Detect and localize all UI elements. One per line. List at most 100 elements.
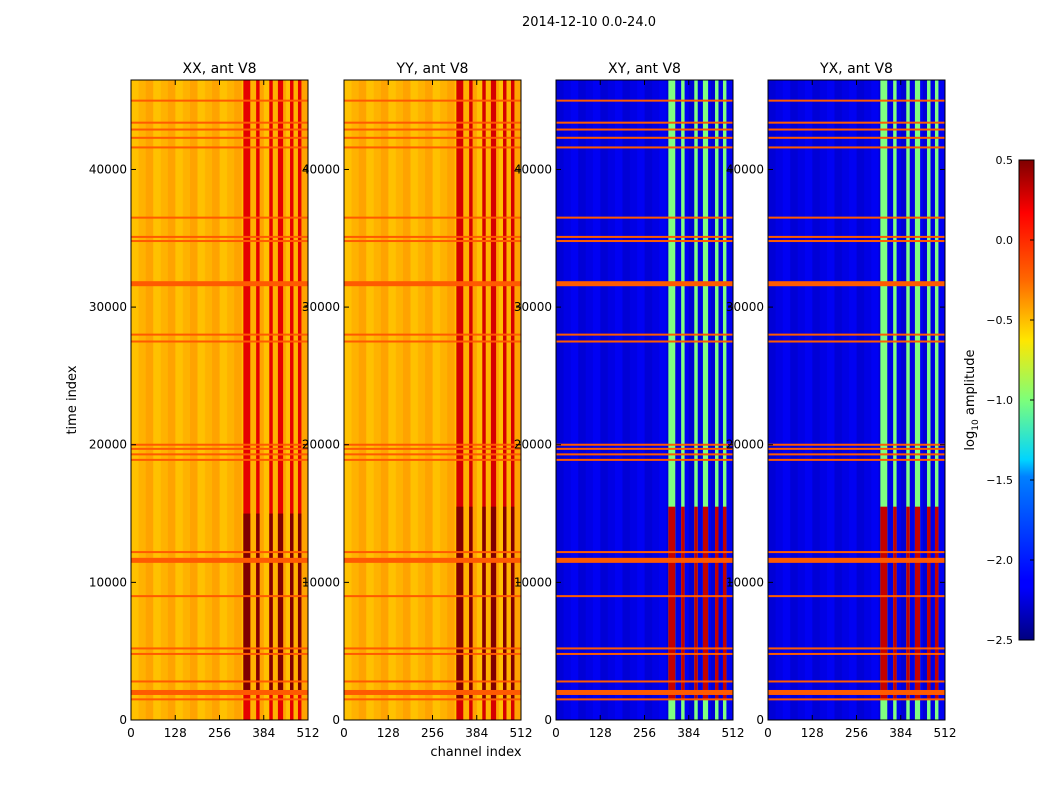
flagged-row bbox=[768, 216, 945, 219]
flagged-row bbox=[344, 595, 521, 598]
rfi-band bbox=[243, 80, 251, 720]
rfi-burst bbox=[681, 506, 685, 700]
flagged-row bbox=[556, 647, 733, 650]
flagged-row bbox=[344, 652, 521, 655]
flagged-row bbox=[556, 453, 733, 456]
channel-stripe bbox=[138, 80, 147, 720]
x-tick-label: 128 bbox=[589, 726, 612, 740]
y-tick-label: 40000 bbox=[726, 162, 764, 176]
channel-stripe bbox=[513, 80, 522, 720]
rfi-burst bbox=[482, 506, 486, 700]
y-tick-label: 40000 bbox=[89, 162, 127, 176]
rfi-band bbox=[456, 80, 464, 720]
channel-stripe bbox=[380, 80, 389, 720]
rfi-burst bbox=[722, 506, 727, 700]
channel-stripe bbox=[285, 80, 294, 720]
colorbar-tick-label: −2.0 bbox=[986, 554, 1013, 567]
flagged-row bbox=[344, 136, 521, 139]
channel-stripe bbox=[790, 80, 798, 720]
flagged-row bbox=[131, 99, 308, 102]
rfi-band bbox=[934, 80, 939, 720]
flagged-row bbox=[556, 652, 733, 655]
rfi-band bbox=[893, 80, 897, 720]
flagged-row bbox=[556, 281, 733, 287]
rfi-band bbox=[290, 80, 294, 720]
flagged-row bbox=[556, 340, 733, 343]
flagged-row bbox=[768, 698, 945, 701]
flagged-row bbox=[768, 121, 945, 124]
panel-yx: YX, ant V8 0 128 256 384 512 0 10000 20000 30000 4… bbox=[726, 61, 957, 740]
flagged-row bbox=[768, 240, 945, 243]
rfi-burst bbox=[715, 506, 719, 700]
x-tick-label: 128 bbox=[164, 726, 187, 740]
channel-stripe bbox=[659, 80, 668, 720]
rfi-band bbox=[490, 80, 497, 720]
rfi-burst bbox=[934, 506, 939, 700]
flagged-row bbox=[768, 595, 945, 598]
rfi-burst bbox=[503, 506, 507, 700]
y-tick-label: 0 bbox=[756, 713, 764, 727]
flagged-row bbox=[344, 240, 521, 243]
channel-stripe bbox=[718, 80, 727, 720]
flagged-row bbox=[344, 99, 521, 102]
flagged-row bbox=[344, 447, 521, 450]
flagged-row bbox=[556, 689, 733, 695]
colorbar-ticks: 0.5 0.0 −0.5 −1.0 −1.5 −2.0 −2.5 bbox=[986, 154, 1034, 647]
channel-stripe bbox=[484, 80, 492, 720]
y-axis-label: time index bbox=[65, 365, 80, 434]
y-tick-label: 20000 bbox=[514, 438, 552, 452]
channel-stripe bbox=[167, 80, 176, 720]
rfi-band bbox=[469, 80, 473, 720]
rfi-band bbox=[722, 80, 727, 720]
x-tick-label: 0 bbox=[340, 726, 348, 740]
flagged-row bbox=[344, 235, 521, 238]
flagged-row bbox=[556, 121, 733, 124]
panel-title: XX, ant V8 bbox=[183, 61, 257, 77]
x-tick-label: 256 bbox=[845, 726, 868, 740]
flagged-row bbox=[344, 680, 521, 683]
flagged-row bbox=[556, 128, 733, 131]
x-tick-label: 256 bbox=[421, 726, 444, 740]
flagged-row bbox=[768, 689, 945, 695]
y-tick-label: 0 bbox=[332, 713, 340, 727]
rfi-band bbox=[668, 80, 676, 720]
panel-title: XY, ant V8 bbox=[608, 61, 681, 77]
channel-stripe bbox=[622, 80, 631, 720]
channel-stripe bbox=[234, 80, 243, 720]
flagged-row bbox=[131, 652, 308, 655]
channel-stripe bbox=[644, 80, 653, 720]
channel-stripe bbox=[469, 80, 478, 720]
flagged-row bbox=[556, 680, 733, 683]
y-tick-label: 30000 bbox=[514, 300, 552, 314]
colorbar-tick-label: 0.5 bbox=[996, 154, 1014, 167]
channel-stripe bbox=[849, 80, 857, 720]
flagged-row bbox=[768, 458, 945, 461]
flagged-row bbox=[131, 458, 308, 461]
flagged-row bbox=[768, 453, 945, 456]
channel-stripe bbox=[417, 80, 426, 720]
channel-stripe bbox=[629, 80, 638, 720]
flagged-row bbox=[131, 281, 308, 287]
panel-xy: XY, ant V8 0 128 256 384 512 0 10000 20000 30000 4… bbox=[514, 61, 745, 740]
channel-stripe bbox=[615, 80, 623, 720]
y-tick-label: 30000 bbox=[726, 300, 764, 314]
colorbar-tick-label: −0.5 bbox=[986, 314, 1013, 327]
flagged-row bbox=[768, 136, 945, 139]
y-tick-label: 40000 bbox=[514, 162, 552, 176]
x-tick-label: 0 bbox=[764, 726, 772, 740]
channel-stripe bbox=[841, 80, 850, 720]
channel-stripe bbox=[725, 80, 734, 720]
rfi-burst bbox=[490, 506, 497, 700]
rfi-burst bbox=[694, 506, 698, 700]
flagged-row bbox=[344, 128, 521, 131]
rfi-burst bbox=[456, 506, 464, 700]
channel-stripe bbox=[410, 80, 419, 720]
flagged-row bbox=[131, 595, 308, 598]
flagged-row bbox=[131, 240, 308, 243]
flagged-row bbox=[131, 216, 308, 219]
flagged-row bbox=[768, 557, 945, 563]
rfi-burst bbox=[668, 506, 676, 700]
colorbar-tick-label: 0.0 bbox=[996, 234, 1014, 247]
figure-title: 2014-12-10 0.0-24.0 bbox=[522, 15, 656, 30]
